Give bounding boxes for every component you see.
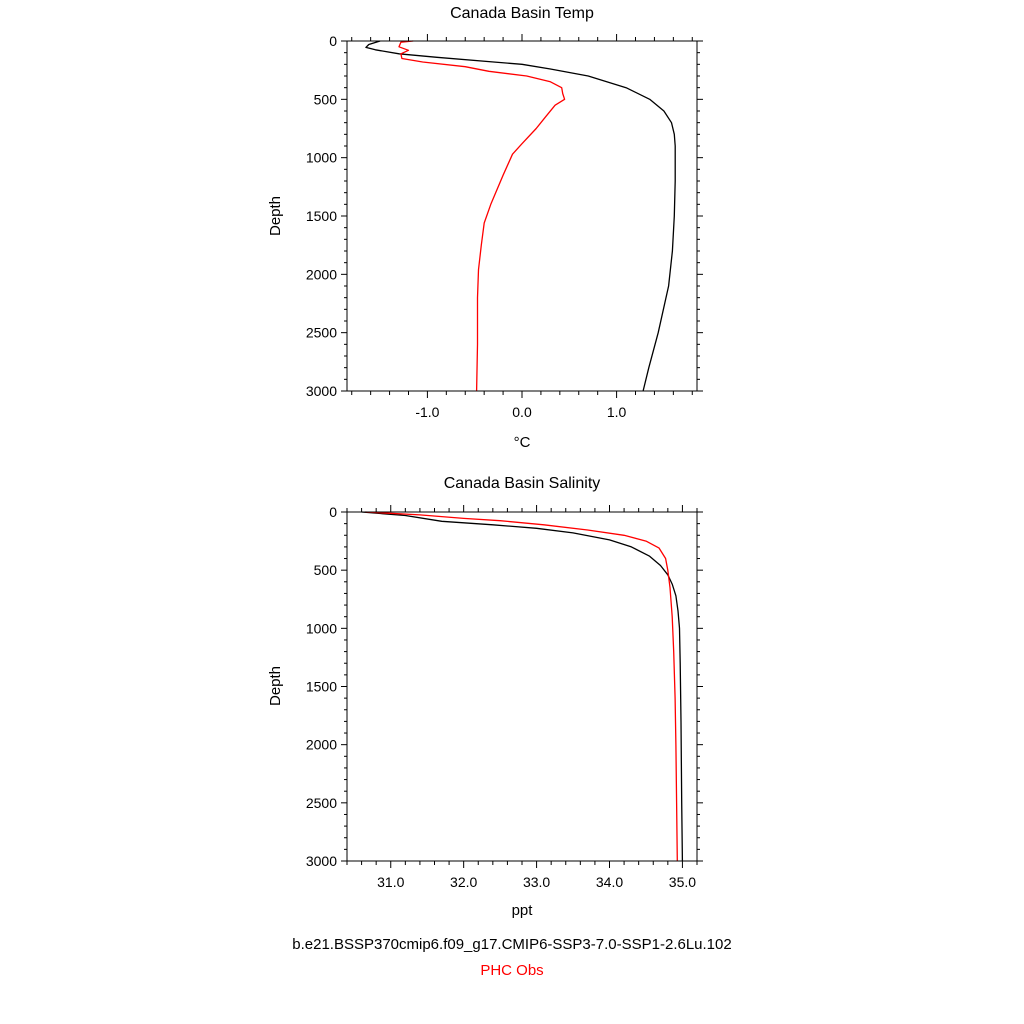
salinity-ytick-label: 500 bbox=[314, 562, 338, 578]
temp-ytick-label: 1000 bbox=[306, 150, 337, 166]
temp-panel: Canada Basin Temp Depth °C 0 500 1000 1500 2… bbox=[267, 5, 703, 451]
salinity-series-group bbox=[361, 511, 684, 862]
salinity-xtick-label: 32.0 bbox=[450, 874, 477, 890]
temp-ytick-label: 1500 bbox=[306, 208, 337, 224]
salinity-ytick-label: 1000 bbox=[306, 620, 337, 636]
legend-model-label: b.e21.BSSP370cmip6.f09_g17.CMIP6-SSP3-7.… bbox=[292, 936, 732, 953]
temp-series-group bbox=[365, 40, 676, 392]
temp-tick-group: 0 500 1000 1500 2000 2500 3000 -1.0 0.0 1.0 bbox=[306, 33, 703, 420]
temp-xtick-label: 0.0 bbox=[512, 404, 532, 420]
salinity-ytick-label: 2500 bbox=[306, 795, 337, 811]
salinity-model-line bbox=[361, 511, 684, 862]
temp-ytick-label: 2000 bbox=[306, 266, 337, 282]
salinity-xtick-label: 31.0 bbox=[377, 874, 404, 890]
salinity-title: Canada Basin Salinity bbox=[444, 475, 601, 492]
salinity-ytick-label: 2000 bbox=[306, 737, 337, 753]
temp-xlabel: °C bbox=[514, 434, 531, 451]
salinity-xtick-label: 35.0 bbox=[669, 874, 696, 890]
temp-xtick-label: -1.0 bbox=[415, 404, 439, 420]
salinity-ytick-label: 0 bbox=[329, 504, 337, 520]
salinity-obs-line bbox=[365, 511, 678, 862]
temp-ytick-label: 3000 bbox=[306, 383, 337, 399]
temp-xtick-label: 1.0 bbox=[607, 404, 627, 420]
temp-model-line bbox=[365, 40, 676, 392]
salinity-panel: Canada Basin Salinity Depth ppt 0 500 1000… bbox=[267, 475, 703, 919]
temp-obs-line bbox=[398, 40, 566, 392]
temp-ytick-label: 0 bbox=[329, 33, 337, 49]
temp-ytick-label: 2500 bbox=[306, 325, 337, 341]
salinity-ytick-label: 1500 bbox=[306, 679, 337, 695]
salinity-xlabel: ppt bbox=[512, 902, 534, 919]
temp-plot-frame bbox=[346, 40, 698, 392]
salinity-xtick-label: 33.0 bbox=[523, 874, 550, 890]
salinity-plot-frame bbox=[346, 511, 698, 862]
salinity-ylabel: Depth bbox=[267, 666, 284, 706]
salinity-tick-group: 0 500 1000 1500 2000 2500 3000 31.0 32.0 33.0 34.0… bbox=[306, 504, 703, 890]
temp-ylabel: Depth bbox=[267, 196, 284, 236]
temp-ytick-label: 500 bbox=[314, 91, 338, 107]
legend-obs-label: PHC Obs bbox=[480, 962, 544, 979]
temp-title: Canada Basin Temp bbox=[450, 5, 594, 22]
salinity-ytick-label: 3000 bbox=[306, 853, 337, 869]
salinity-xtick-label: 34.0 bbox=[596, 874, 623, 890]
